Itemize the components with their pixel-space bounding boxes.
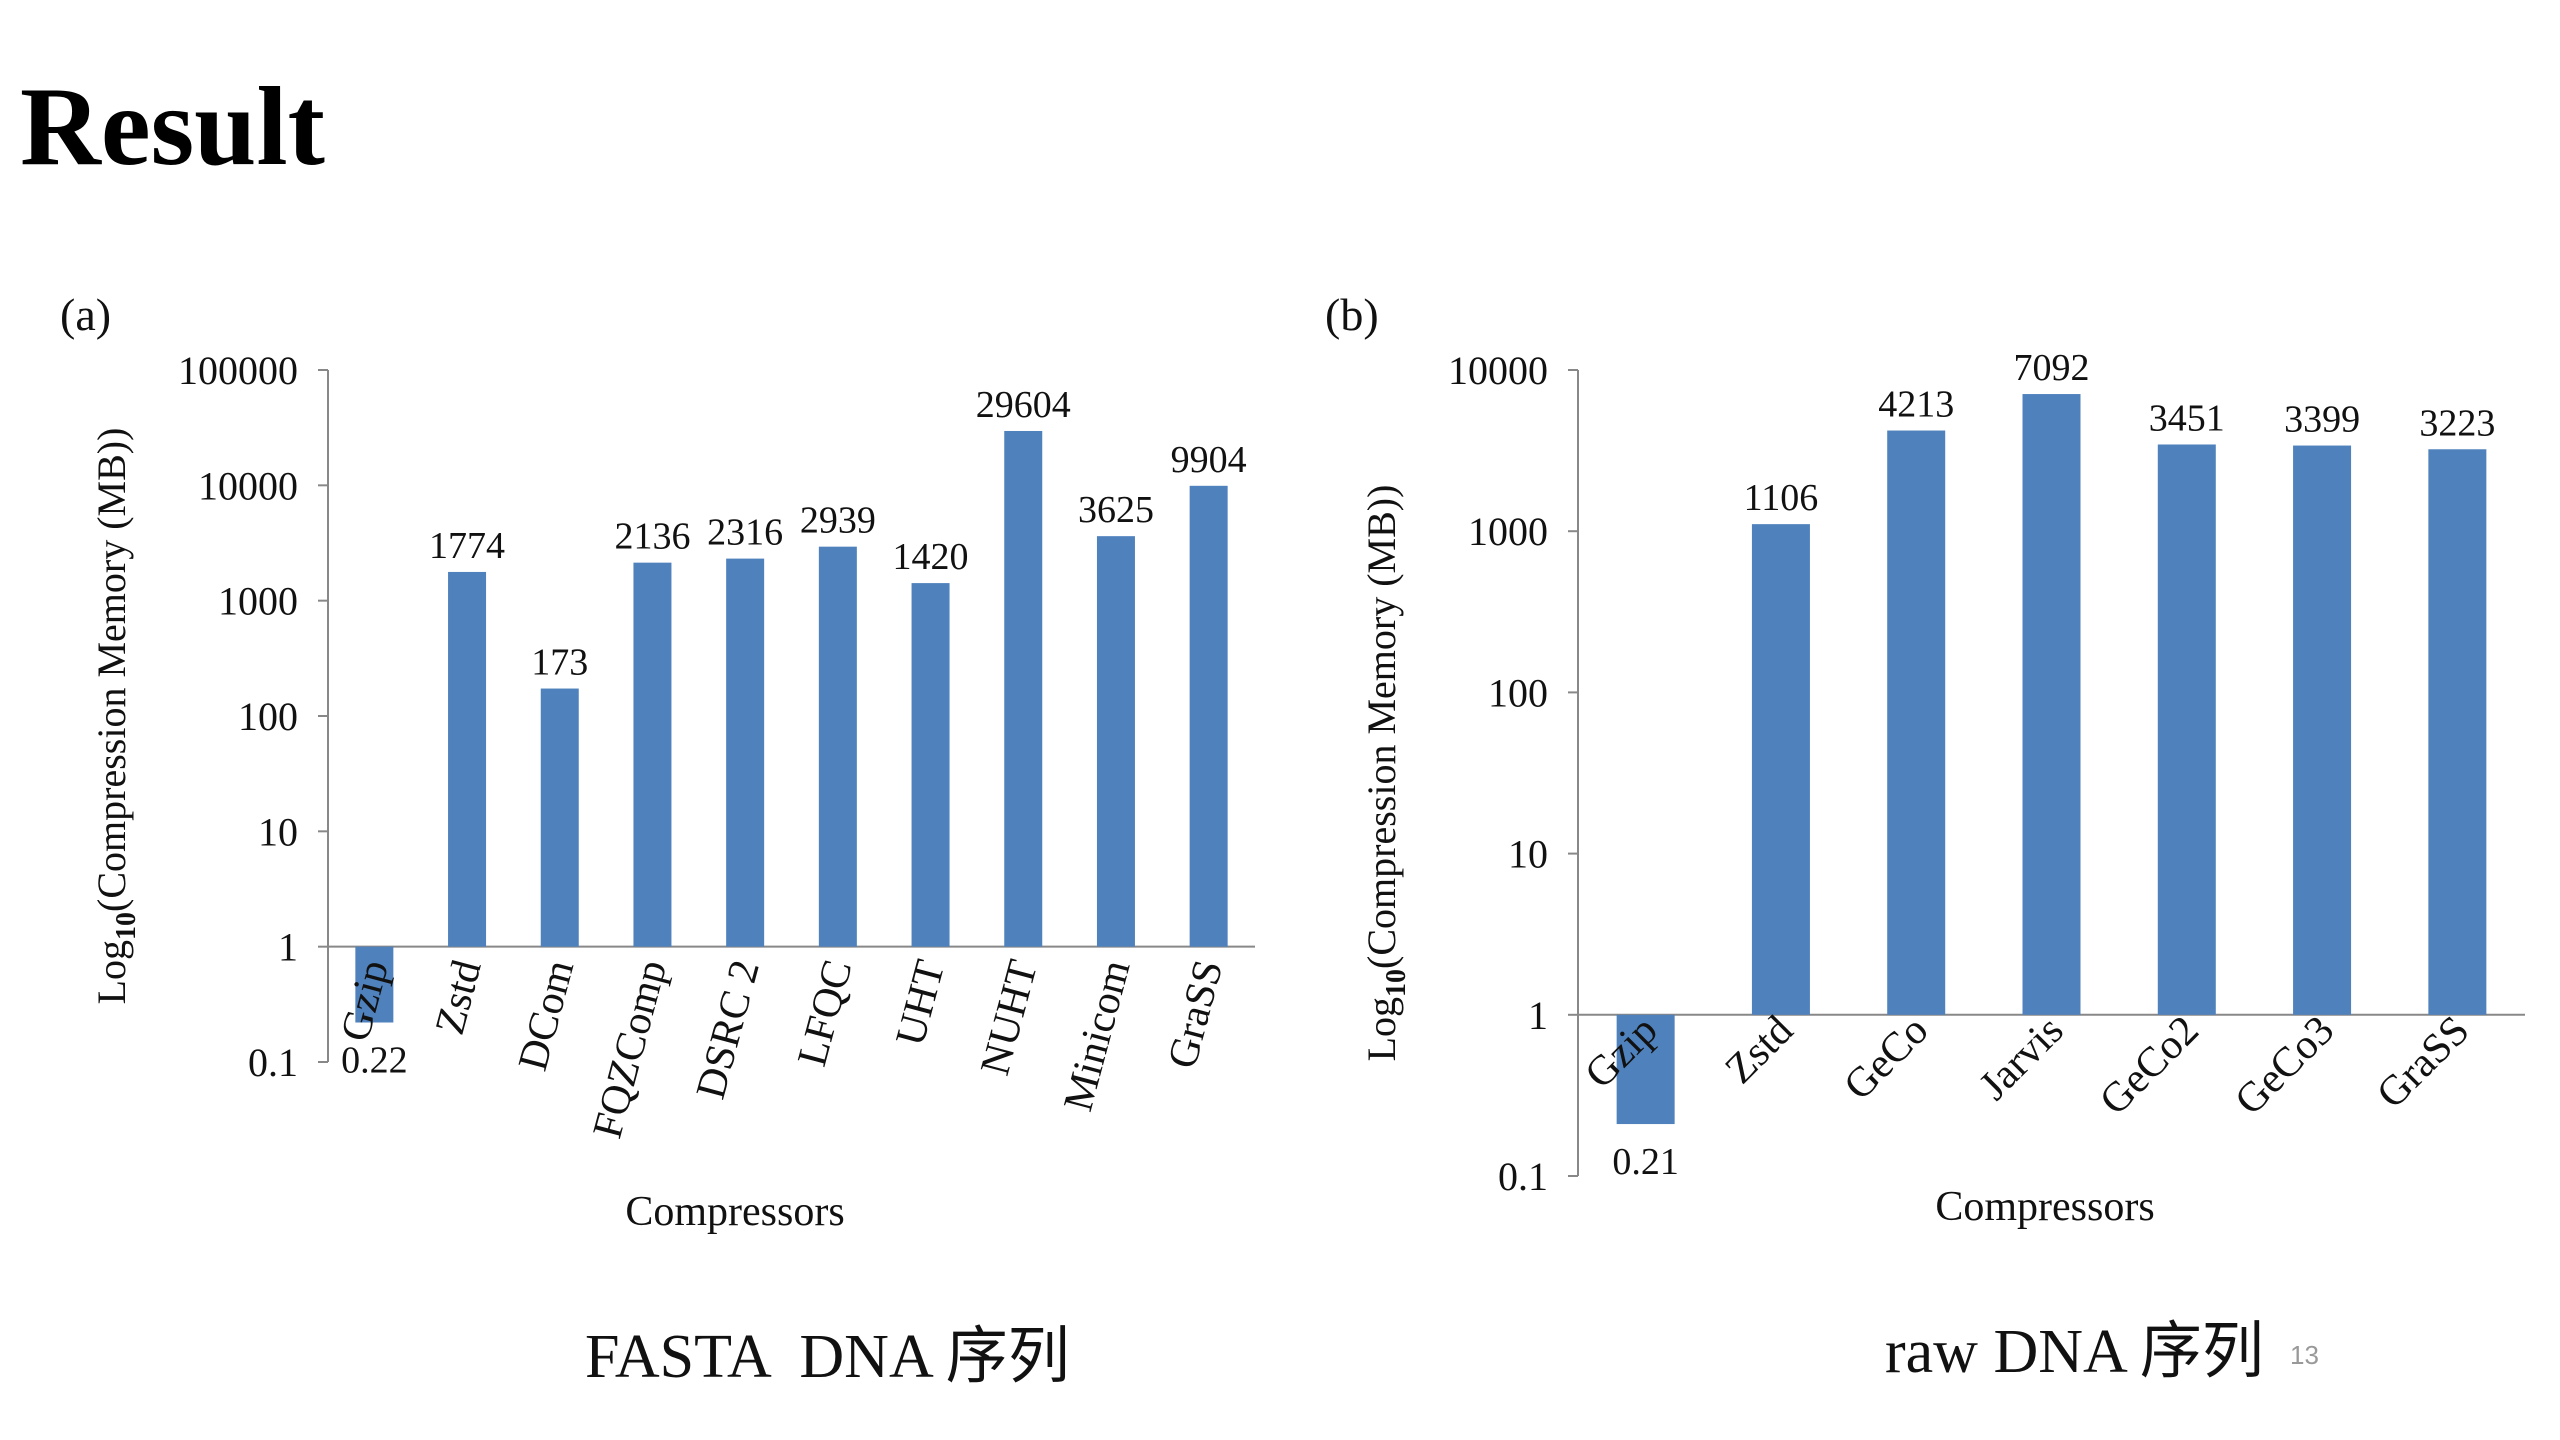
chart-b-panel-label: (b) bbox=[1325, 289, 1379, 340]
chart-a-y-tick-label: 100000 bbox=[178, 348, 298, 393]
chart-a-data-label: 29604 bbox=[976, 384, 1071, 426]
chart-b-bar bbox=[2293, 445, 2352, 1015]
chart-a-bar bbox=[633, 562, 672, 947]
chart-a-panel-label: (a) bbox=[60, 289, 111, 340]
chart-a-data-label: 3625 bbox=[1078, 489, 1154, 531]
chart-b-data-label: 3451 bbox=[2149, 397, 2225, 439]
chart-a-caption: FASTA DNA 序列 bbox=[585, 1323, 1070, 1391]
chart-a-bar bbox=[540, 688, 579, 947]
chart-b-y-tick-label: 10 bbox=[1508, 832, 1548, 877]
chart-a-data-label: 0.22 bbox=[341, 1040, 408, 1082]
chart-b-bar bbox=[2428, 449, 2487, 1015]
chart-b-category-label: Zstd bbox=[1717, 1007, 1802, 1092]
page-number: 13 bbox=[2290, 1340, 2319, 1370]
chart-a-data-label: 9904 bbox=[1171, 439, 1247, 481]
chart-b-y-tick-label: 0.1 bbox=[1498, 1154, 1548, 1199]
chart-b-bar bbox=[2022, 394, 2081, 1015]
chart-a-data-label: 2939 bbox=[800, 500, 876, 542]
chart-a-bar bbox=[818, 546, 857, 947]
chart-a-category-label: GraSS bbox=[1159, 955, 1232, 1073]
chart-b-caption: raw DNA 序列 bbox=[1885, 1318, 2264, 1386]
chart-a-category-label: Zstd bbox=[427, 955, 491, 1039]
chart-a-y-tick-label: 1 bbox=[278, 925, 298, 970]
chart-b-category-label: Jarvis bbox=[1971, 1007, 2073, 1109]
chart-a-bar bbox=[448, 571, 487, 947]
chart-a-data-label: 173 bbox=[531, 642, 588, 684]
chart-a-y-axis-title: Log10(Compression Memory (MB)) bbox=[89, 428, 142, 1005]
chart-b-category-label: GeCo2 bbox=[2091, 1007, 2208, 1124]
slide-title: Result bbox=[20, 65, 325, 189]
chart-b-data-label: 4213 bbox=[1878, 384, 1954, 426]
chart-a-bar bbox=[1189, 485, 1228, 947]
chart-a-data-label: 1774 bbox=[429, 525, 505, 567]
chart-a-category-label: Gzip bbox=[332, 955, 398, 1046]
chart-b-y-tick-label: 100 bbox=[1488, 670, 1548, 715]
chart-b-y-axis-title: Log10(Compression Memory (MB)) bbox=[1359, 485, 1412, 1062]
chart-b-bar bbox=[2157, 444, 2216, 1015]
chart-b-data-label: 1106 bbox=[1744, 477, 1819, 519]
chart-b-bar bbox=[1751, 524, 1810, 1015]
chart-a-category-label: DSRC 2 bbox=[688, 955, 769, 1103]
chart-b: (b)0.11101001000100000.21Gzip1106Zstd421… bbox=[1325, 289, 2525, 1230]
chart-a-bar bbox=[355, 946, 394, 1023]
chart-a-data-label: 2136 bbox=[614, 516, 690, 558]
chart-a-category-label: NUHT bbox=[972, 955, 1047, 1080]
chart-a-category-label: DCom bbox=[510, 955, 584, 1075]
chart-b-bar bbox=[1887, 430, 1946, 1015]
chart-b-y-tick-label: 1000 bbox=[1468, 509, 1548, 554]
chart-a-category-label: UHT bbox=[887, 955, 954, 1050]
chart-a-y-tick-label: 10 bbox=[258, 809, 298, 854]
chart-b-category-label: GeCo bbox=[1835, 1007, 1937, 1109]
chart-b-data-label: 3223 bbox=[2419, 402, 2495, 444]
chart-b-y-tick-label: 1 bbox=[1528, 993, 1548, 1038]
chart-a-data-label: 2316 bbox=[707, 512, 783, 554]
chart-b-data-label: 0.21 bbox=[1612, 1141, 1679, 1183]
chart-b-category-label: GeCo3 bbox=[2226, 1007, 2343, 1124]
chart-a-y-tick-label: 1000 bbox=[218, 579, 298, 624]
chart-a-bar bbox=[1096, 536, 1135, 947]
chart-a-x-axis-title: Compressors bbox=[625, 1189, 844, 1235]
chart-b-bar bbox=[1616, 1014, 1675, 1125]
chart-b-category-label: GraSS bbox=[2368, 1007, 2478, 1117]
chart-a-y-tick-label: 0.1 bbox=[248, 1040, 298, 1085]
chart-a-category-label: LFQC bbox=[789, 955, 861, 1071]
chart-a-y-tick-label: 10000 bbox=[198, 463, 298, 508]
chart-a-bar bbox=[726, 558, 765, 947]
chart-b-data-label: 3399 bbox=[2284, 399, 2360, 441]
chart-a-data-label: 1420 bbox=[893, 536, 969, 578]
chart-b-data-label: 7092 bbox=[2014, 347, 2090, 389]
chart-b-x-axis-title: Compressors bbox=[1935, 1184, 2154, 1230]
chart-a-bar bbox=[911, 583, 950, 947]
chart-a-y-tick-label: 100 bbox=[238, 694, 298, 739]
chart-b-y-tick-label: 10000 bbox=[1448, 348, 1548, 393]
chart-a-bar bbox=[1004, 430, 1043, 947]
chart-a-category-label: Minicom bbox=[1055, 955, 1139, 1116]
chart-a-category-label: FQZComp bbox=[585, 955, 677, 1143]
